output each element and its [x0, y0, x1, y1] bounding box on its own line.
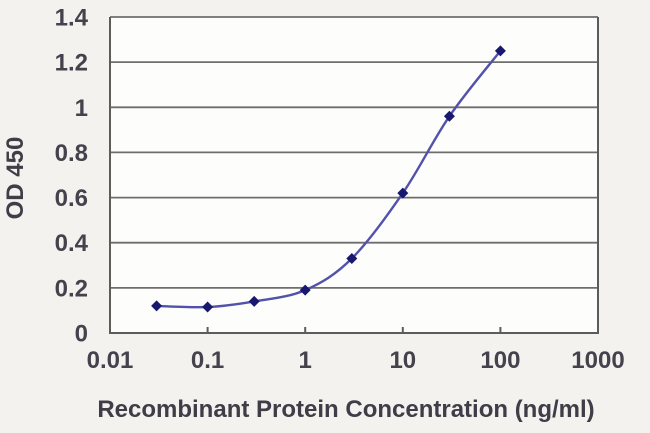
axis-frame [109, 17, 599, 334]
data-point-marker [151, 300, 163, 312]
x-tick-label: 1000 [571, 347, 624, 374]
x-tick-label: 0.01 [87, 347, 134, 374]
y-tick-label: 1.2 [55, 50, 88, 77]
y-tick-label: 0 [75, 321, 88, 348]
y-tick-label: 1 [75, 95, 88, 122]
y-gridlines-and-ticks: 0 0.2 0.4 0.6 0.8 1 1.2 1.4 [55, 5, 598, 348]
x-tick-label: 100 [480, 347, 520, 374]
y-tick-label: 0.4 [55, 230, 89, 257]
x-ticks-and-labels: 0.01 0.1 1 10 100 1000 [87, 327, 625, 374]
x-axis-title: Recombinant Protein Concentration (ng/ml… [97, 396, 595, 423]
data-point-marker [299, 284, 311, 296]
y-tick-label: 1.4 [55, 5, 89, 32]
y-tick-label: 0.8 [55, 140, 88, 167]
data-point-marker [443, 110, 455, 122]
y-tick-label: 0.6 [55, 185, 88, 212]
y-tick-label: 0.2 [55, 275, 88, 302]
data-point-marker [248, 295, 260, 307]
plot-area [110, 17, 598, 333]
data-point-marker [202, 301, 214, 313]
data-point-marker [494, 45, 506, 57]
data-point-marker [397, 187, 409, 199]
series-markers [151, 45, 506, 313]
x-tick-label: 10 [389, 347, 416, 374]
x-tick-label: 0.1 [191, 347, 224, 374]
x-tick-label: 1 [299, 347, 312, 374]
y-axis-title: OD 450 [2, 136, 29, 220]
data-point-marker [346, 253, 358, 264]
